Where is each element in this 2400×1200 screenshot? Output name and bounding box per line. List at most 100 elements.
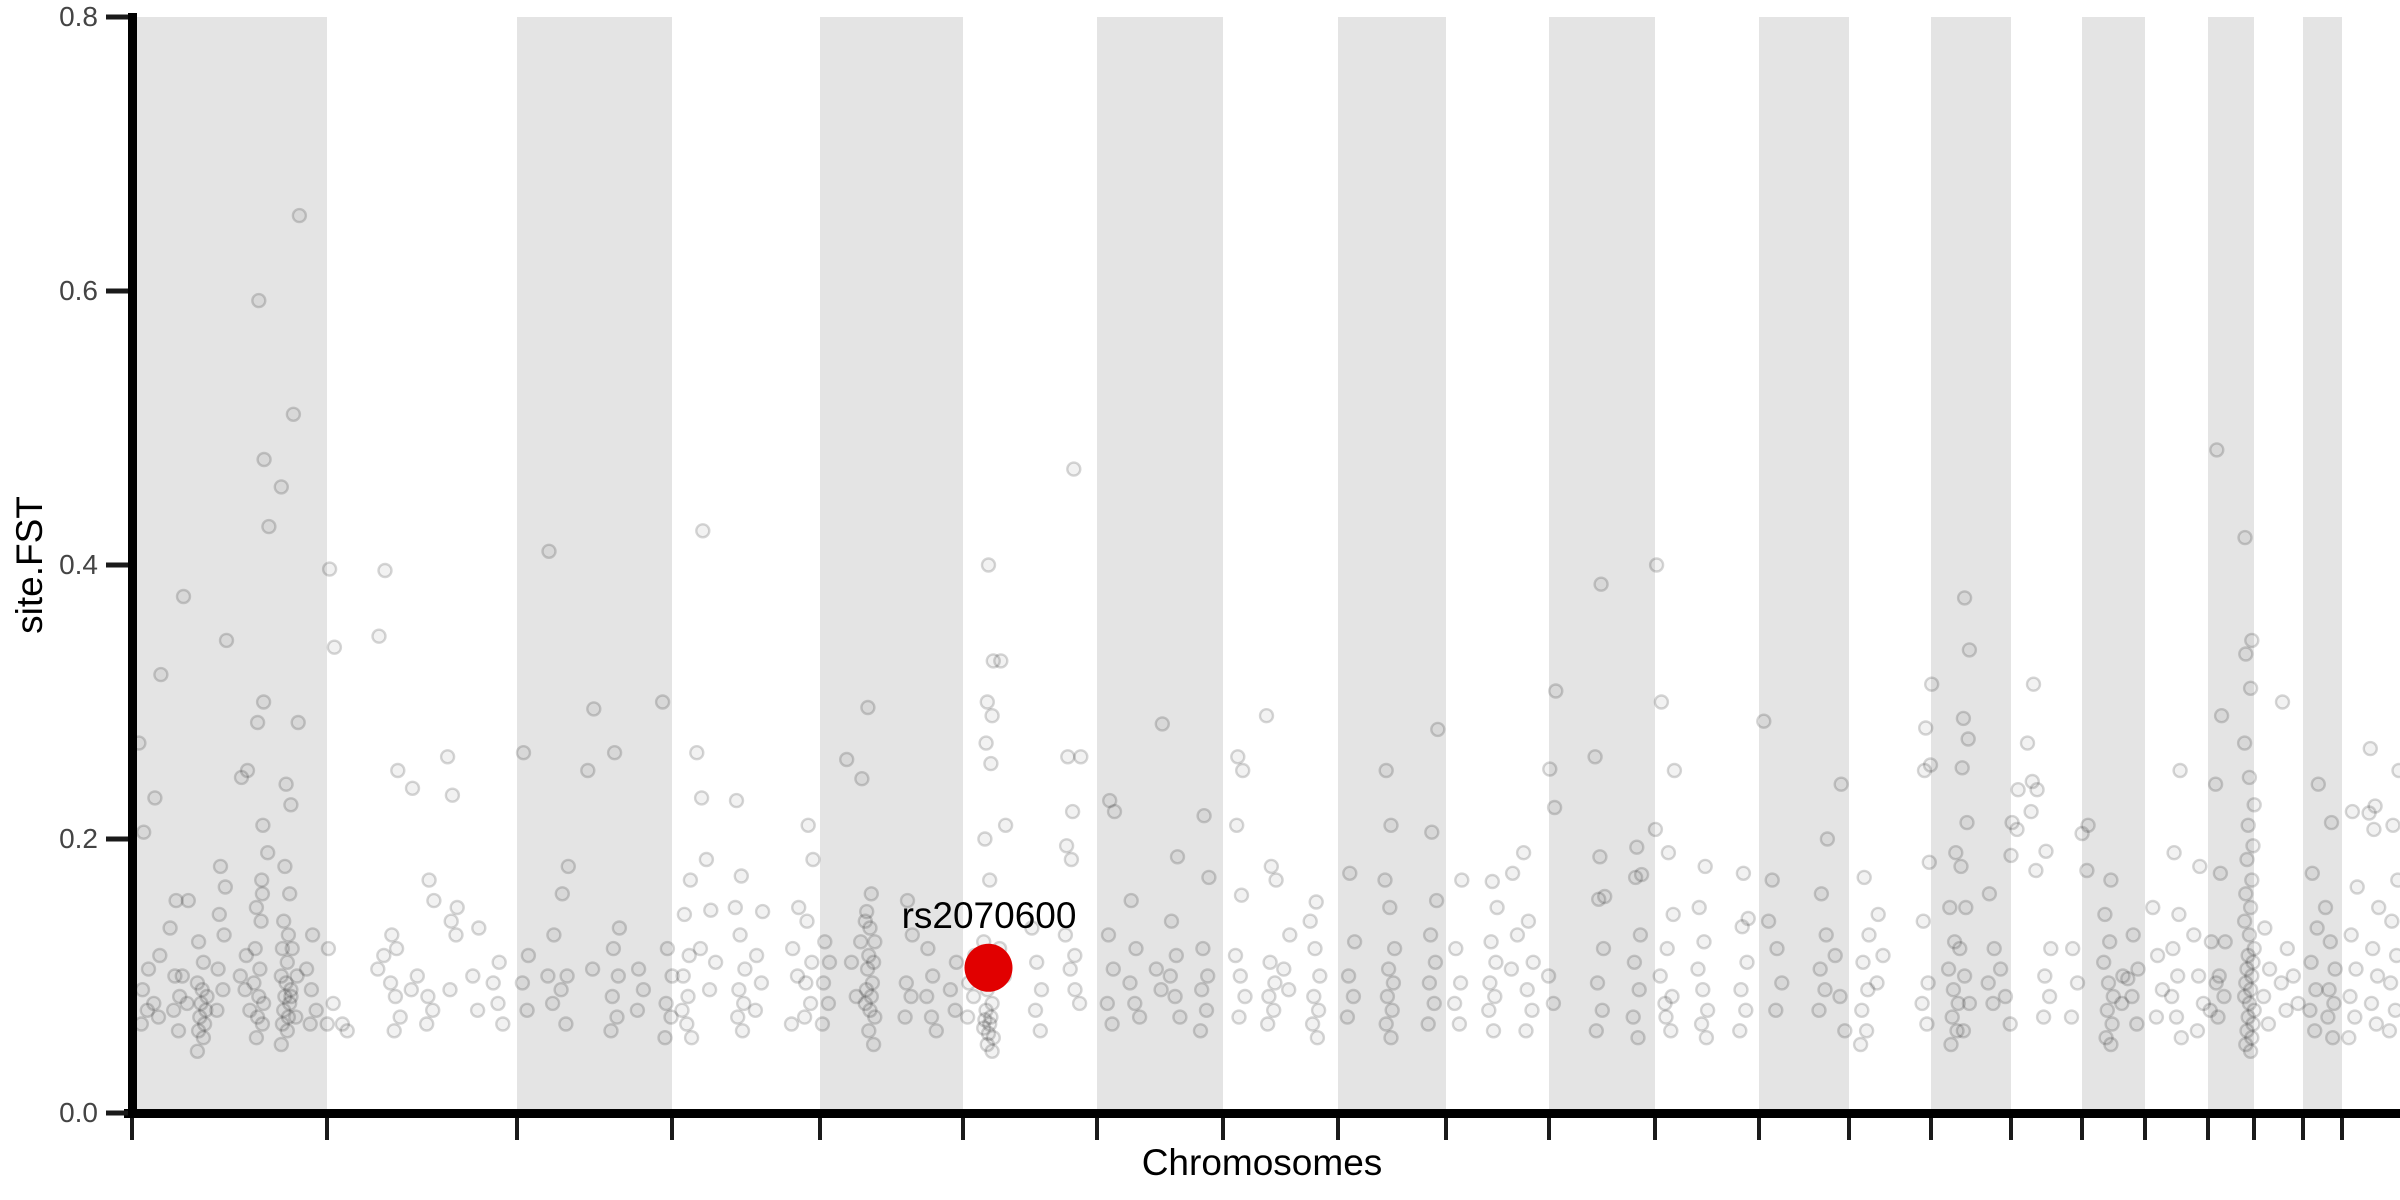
data-point xyxy=(1198,1002,1215,1018)
data-point xyxy=(2169,968,2186,984)
data-point xyxy=(2103,1036,2119,1053)
data-point xyxy=(2114,995,2130,1012)
data-point xyxy=(611,920,628,936)
data-point xyxy=(610,968,626,984)
x-axis-tick xyxy=(670,1118,674,1140)
data-point xyxy=(195,1029,212,1046)
data-point xyxy=(1060,749,1076,765)
data-point xyxy=(1660,845,1677,861)
data-point xyxy=(273,968,289,984)
data-point xyxy=(1422,927,1439,943)
data-point xyxy=(1169,849,1186,865)
data-point xyxy=(1955,710,1972,727)
data-point xyxy=(1195,940,1211,957)
data-point xyxy=(1024,920,1040,936)
data-point xyxy=(303,982,320,998)
data-point xyxy=(280,1009,297,1025)
data-point xyxy=(1653,694,1670,710)
data-point xyxy=(371,628,387,644)
data-point xyxy=(2165,940,2181,957)
data-point xyxy=(288,1009,304,1025)
data-point xyxy=(2324,1029,2341,1046)
data-point xyxy=(1227,947,1244,964)
data-point xyxy=(865,954,882,970)
data-point xyxy=(2208,975,2224,991)
data-point xyxy=(2125,927,2141,943)
data-point xyxy=(540,968,556,984)
y-axis-line xyxy=(128,13,137,1118)
x-axis-tick xyxy=(818,1118,822,1140)
data-point xyxy=(805,851,821,868)
data-point xyxy=(1590,891,1607,907)
data-point xyxy=(1104,1016,1120,1032)
data-point xyxy=(255,694,272,710)
data-point xyxy=(681,947,697,964)
data-point xyxy=(1489,899,1505,916)
data-point xyxy=(978,735,994,751)
data-point xyxy=(390,762,406,779)
data-point xyxy=(976,1020,992,1036)
data-point xyxy=(2004,814,2020,831)
data-point xyxy=(736,995,752,1012)
data-point xyxy=(1949,1023,1965,1039)
data-point xyxy=(604,988,620,1005)
data-point xyxy=(1837,1023,1853,1039)
data-point xyxy=(2323,814,2340,831)
data-point xyxy=(978,1002,994,1018)
data-point xyxy=(2063,1009,2080,1025)
data-point xyxy=(1128,940,1144,957)
data-point xyxy=(1697,858,1713,875)
data-point xyxy=(1385,975,1402,991)
data-point xyxy=(284,940,300,957)
data-point xyxy=(485,975,501,991)
data-point xyxy=(982,872,998,888)
data-point xyxy=(211,906,228,923)
x-axis-tick xyxy=(1929,1118,1933,1140)
data-point xyxy=(1067,947,1083,964)
data-point xyxy=(586,701,602,717)
data-point xyxy=(147,790,163,806)
data-point xyxy=(1921,854,1938,870)
data-point xyxy=(1818,927,1834,943)
data-point xyxy=(425,1002,441,1018)
data-point xyxy=(261,518,277,535)
data-point xyxy=(377,562,393,579)
data-point xyxy=(1852,1036,1869,1053)
data-point xyxy=(1525,954,1541,970)
chromosome-band xyxy=(2082,17,2145,1109)
data-point xyxy=(1764,872,1780,888)
data-point xyxy=(753,975,770,991)
data-point xyxy=(2236,735,2253,751)
data-point xyxy=(1267,975,1283,991)
data-point xyxy=(1101,792,1118,809)
data-point xyxy=(1127,995,1143,1012)
data-point xyxy=(2064,940,2081,957)
data-point xyxy=(791,899,807,916)
data-point xyxy=(1482,975,1498,991)
data-point xyxy=(209,1002,225,1018)
data-point xyxy=(403,982,419,998)
data-point xyxy=(2163,988,2180,1005)
data-point xyxy=(2241,995,2258,1012)
data-point xyxy=(1760,913,1777,929)
data-point xyxy=(282,995,298,1012)
data-point xyxy=(1063,851,1080,868)
data-point xyxy=(194,982,210,998)
data-point xyxy=(443,913,459,929)
data-point xyxy=(320,940,337,957)
data-point xyxy=(1593,576,1609,592)
data-point xyxy=(1309,1029,1326,1046)
data-point xyxy=(1148,961,1165,977)
data-point xyxy=(2115,968,2131,984)
data-point xyxy=(189,1043,206,1060)
data-point xyxy=(1228,817,1245,833)
data-point xyxy=(2043,940,2059,957)
data-point xyxy=(139,1002,156,1018)
data-point xyxy=(1952,940,1968,957)
data-point xyxy=(1312,968,1328,984)
data-point xyxy=(2213,708,2230,724)
data-point xyxy=(1875,947,1891,964)
data-point xyxy=(1940,961,1957,977)
data-point xyxy=(490,995,506,1012)
data-point xyxy=(442,982,458,998)
